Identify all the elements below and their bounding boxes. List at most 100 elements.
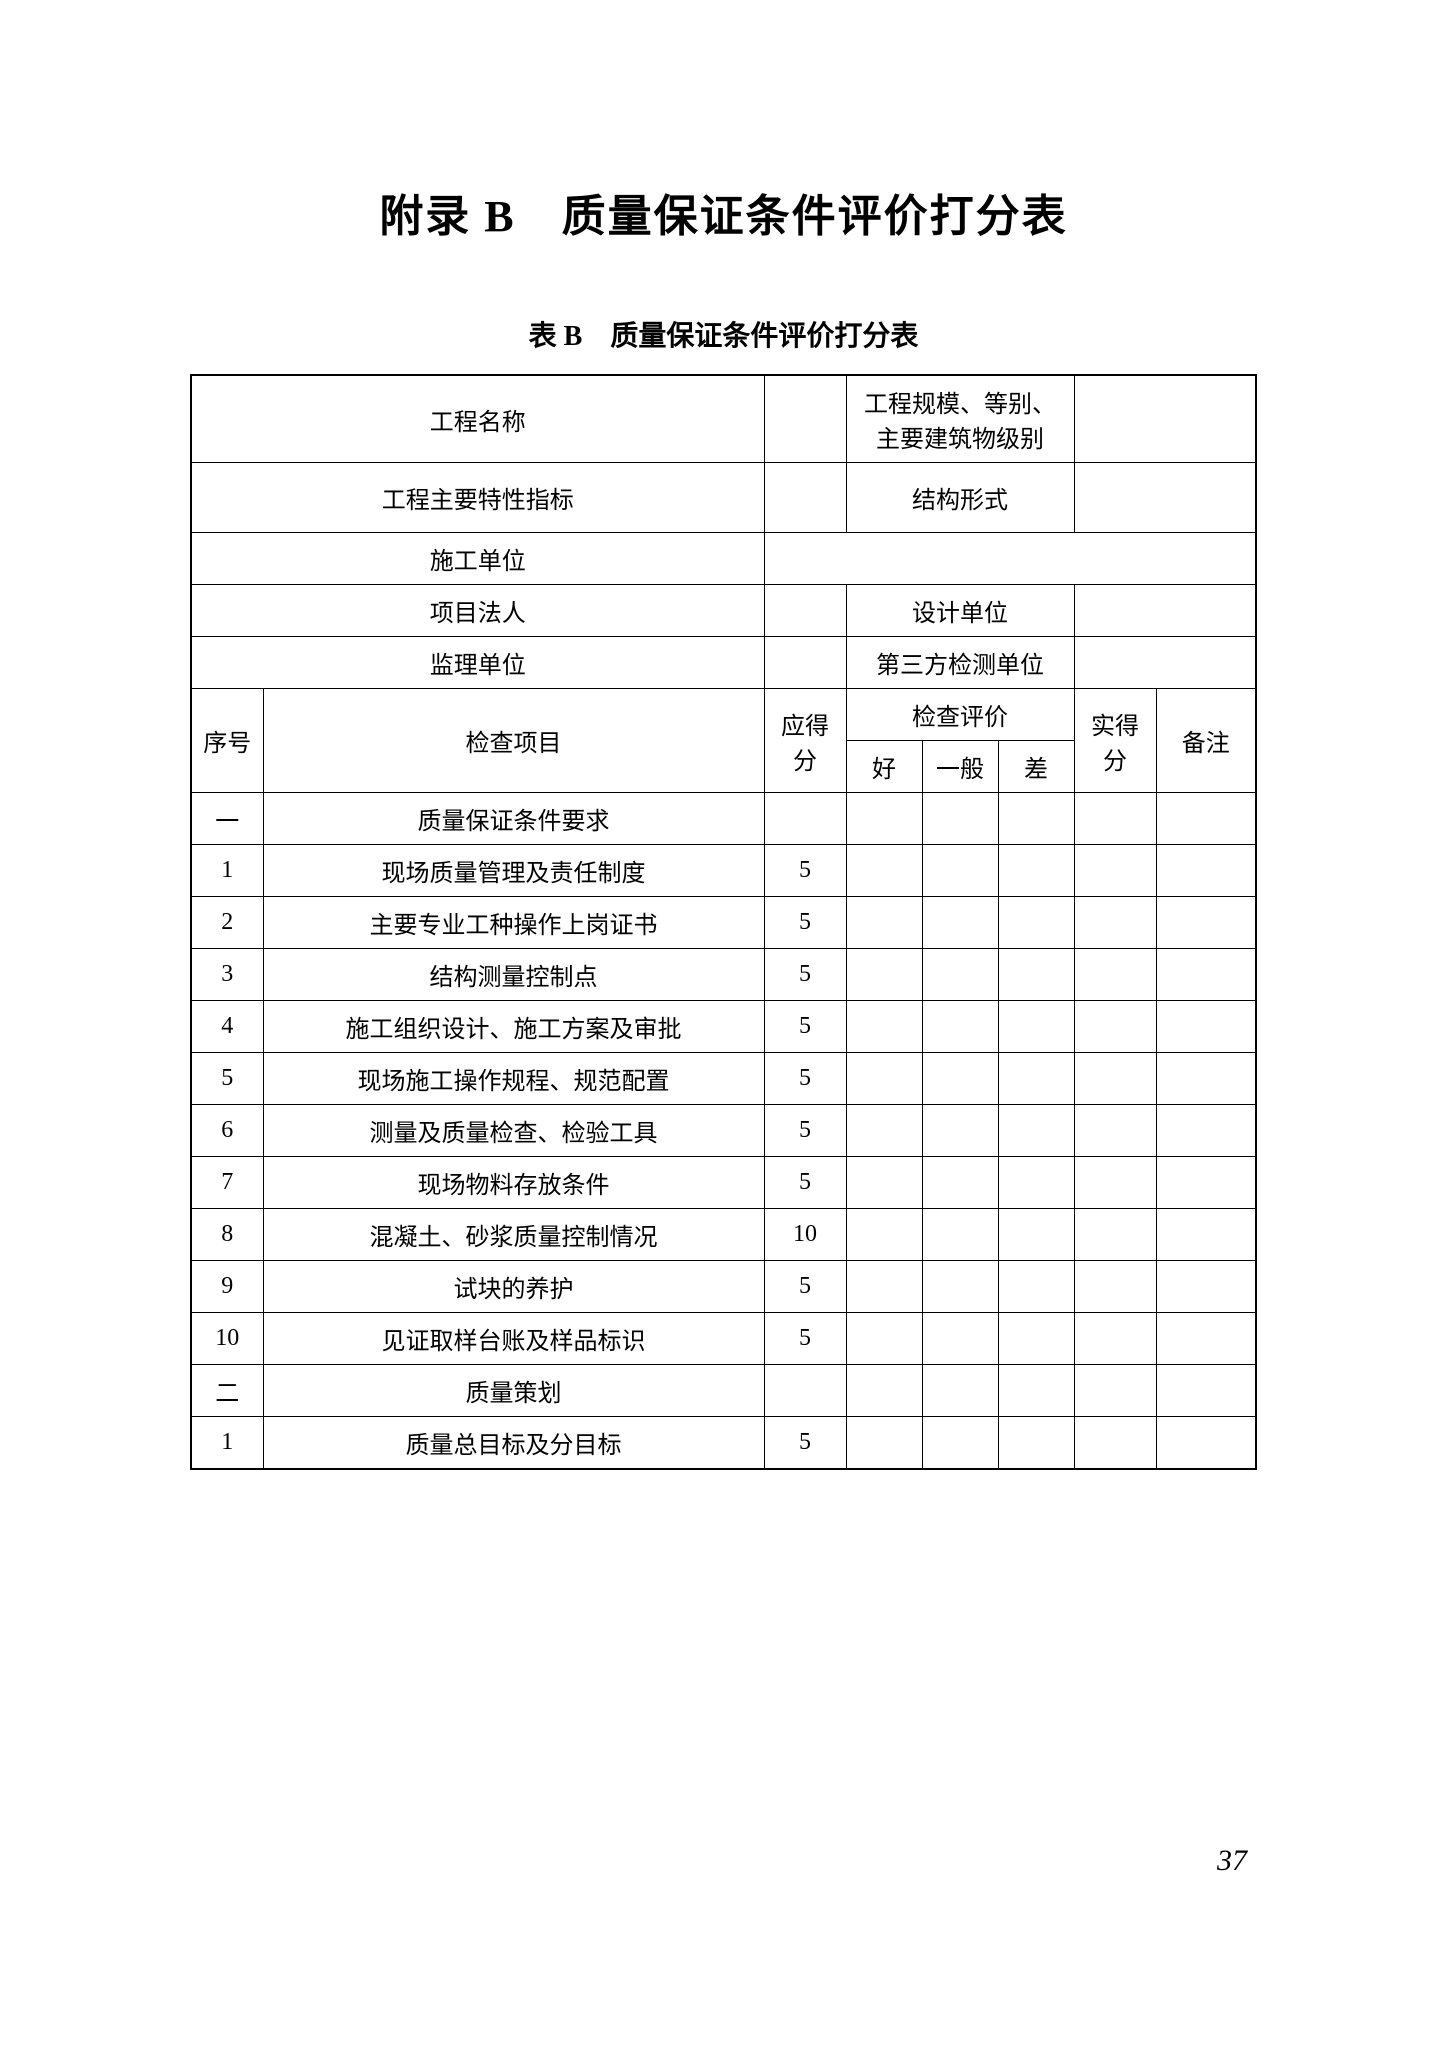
table-row: 项目法人 设计单位 — [191, 585, 1256, 637]
cell-seq: 6 — [191, 1105, 263, 1157]
project-name-value — [764, 375, 846, 463]
project-scale-value — [1074, 375, 1256, 463]
cell-normal — [922, 949, 998, 1001]
cell-item: 现场质量管理及责任制度 — [263, 845, 764, 897]
col-seq: 序号 — [191, 689, 263, 793]
cell-actual — [1074, 1209, 1156, 1261]
cell-score: 10 — [764, 1209, 846, 1261]
cell-score: 5 — [764, 1053, 846, 1105]
third-party-value — [1074, 637, 1256, 689]
table-caption: 表 B 质量保证条件评价打分表 — [190, 314, 1257, 354]
table-row: 10 见证取样台账及样品标识 5 — [191, 1313, 1256, 1365]
cell-remark — [1156, 1261, 1256, 1313]
cell-normal — [922, 793, 998, 845]
table-row: 1 质量总目标及分目标 5 — [191, 1417, 1256, 1470]
construction-unit-value — [764, 533, 1256, 585]
col-should-score: 应得分 — [764, 689, 846, 793]
cell-seq: 二 — [191, 1365, 263, 1417]
supervision-unit-label: 监理单位 — [191, 637, 764, 689]
col-good: 好 — [846, 741, 922, 793]
structure-form-value — [1074, 463, 1256, 533]
cell-bad — [998, 1261, 1074, 1313]
cell-seq: 2 — [191, 897, 263, 949]
table-row: 7 现场物料存放条件 5 — [191, 1157, 1256, 1209]
cell-actual — [1074, 1365, 1156, 1417]
cell-normal — [922, 1053, 998, 1105]
cell-normal — [922, 845, 998, 897]
construction-unit-label: 施工单位 — [191, 533, 764, 585]
cell-seq: 10 — [191, 1313, 263, 1365]
cell-item: 见证取样台账及样品标识 — [263, 1313, 764, 1365]
cell-bad — [998, 949, 1074, 1001]
cell-item: 测量及质量检查、检验工具 — [263, 1105, 764, 1157]
cell-remark — [1156, 1105, 1256, 1157]
cell-normal — [922, 1365, 998, 1417]
cell-actual — [1074, 793, 1156, 845]
design-unit-label: 设计单位 — [846, 585, 1074, 637]
cell-item: 现场施工操作规程、规范配置 — [263, 1053, 764, 1105]
cell-score: 5 — [764, 1105, 846, 1157]
col-bad: 差 — [998, 741, 1074, 793]
cell-item: 施工组织设计、施工方案及审批 — [263, 1001, 764, 1053]
project-legal-label: 项目法人 — [191, 585, 764, 637]
cell-good — [846, 1053, 922, 1105]
cell-normal — [922, 1209, 998, 1261]
cell-score: 5 — [764, 1417, 846, 1470]
project-name-label: 工程名称 — [191, 375, 764, 463]
cell-normal — [922, 1105, 998, 1157]
cell-good — [846, 1209, 922, 1261]
table-row: 二 质量策划 — [191, 1365, 1256, 1417]
page-number: 37 — [1217, 1844, 1247, 1878]
cell-actual — [1074, 949, 1156, 1001]
document-page: 附录 B 质量保证条件评价打分表 表 B 质量保证条件评价打分表 工程名称 工程… — [0, 0, 1447, 1470]
cell-actual — [1074, 1001, 1156, 1053]
cell-good — [846, 1313, 922, 1365]
cell-remark — [1156, 793, 1256, 845]
cell-bad — [998, 1157, 1074, 1209]
cell-score: 5 — [764, 949, 846, 1001]
col-normal: 一般 — [922, 741, 998, 793]
cell-seq: 5 — [191, 1053, 263, 1105]
cell-good — [846, 1365, 922, 1417]
structure-form-label: 结构形式 — [846, 463, 1074, 533]
cell-item: 现场物料存放条件 — [263, 1157, 764, 1209]
scoring-table: 工程名称 工程规模、等别、主要建筑物级别 工程主要特性指标 结构形式 施工单位 … — [190, 374, 1257, 1470]
cell-bad — [998, 1053, 1074, 1105]
cell-actual — [1074, 1053, 1156, 1105]
cell-normal — [922, 1001, 998, 1053]
cell-normal — [922, 1313, 998, 1365]
cell-item: 质量保证条件要求 — [263, 793, 764, 845]
cell-item: 试块的养护 — [263, 1261, 764, 1313]
cell-item: 质量策划 — [263, 1365, 764, 1417]
cell-good — [846, 1001, 922, 1053]
cell-seq: 3 — [191, 949, 263, 1001]
cell-score: 5 — [764, 897, 846, 949]
cell-good — [846, 793, 922, 845]
cell-actual — [1074, 845, 1156, 897]
cell-score: 5 — [764, 845, 846, 897]
cell-item: 主要专业工种操作上岗证书 — [263, 897, 764, 949]
cell-score: 5 — [764, 1157, 846, 1209]
cell-item: 质量总目标及分目标 — [263, 1417, 764, 1470]
project-feature-value — [764, 463, 846, 533]
design-unit-value — [1074, 585, 1256, 637]
col-evaluation: 检查评价 — [846, 689, 1074, 741]
col-remark: 备注 — [1156, 689, 1256, 793]
cell-score: 5 — [764, 1261, 846, 1313]
cell-actual — [1074, 1261, 1156, 1313]
project-legal-value — [764, 585, 846, 637]
cell-normal — [922, 1157, 998, 1209]
cell-score — [764, 793, 846, 845]
third-party-label: 第三方检测单位 — [846, 637, 1074, 689]
cell-seq: 4 — [191, 1001, 263, 1053]
cell-remark — [1156, 1365, 1256, 1417]
table-row: 5 现场施工操作规程、规范配置 5 — [191, 1053, 1256, 1105]
cell-score: 5 — [764, 1001, 846, 1053]
cell-score — [764, 1365, 846, 1417]
cell-remark — [1156, 1209, 1256, 1261]
cell-remark — [1156, 845, 1256, 897]
col-item: 检查项目 — [263, 689, 764, 793]
cell-bad — [998, 897, 1074, 949]
cell-actual — [1074, 1105, 1156, 1157]
cell-bad — [998, 1209, 1074, 1261]
